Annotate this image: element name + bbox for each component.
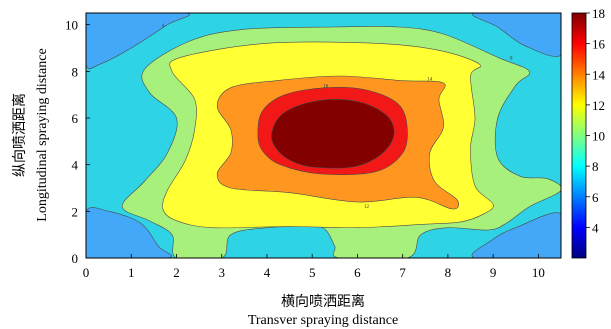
contour-label: 16: [323, 85, 329, 90]
contour-label: 12: [364, 205, 370, 210]
colorbar-tick-label: 12: [592, 98, 605, 113]
colorbar-tick-label: 16: [592, 37, 606, 52]
y-axis-title-en: Longitudinal spraying distance: [35, 48, 50, 221]
x-tick-label: 0: [83, 265, 90, 280]
x-tick-label: 10: [532, 265, 545, 280]
x-tick-label: 6: [354, 265, 361, 280]
colorbar-tick-label: 6: [592, 190, 599, 205]
contour-region-18: [271, 98, 395, 169]
y-tick-label: 2: [72, 204, 79, 219]
x-tick-label: 1: [128, 265, 135, 280]
contour-label: 14: [427, 78, 433, 83]
y-tick-label: 8: [72, 64, 79, 79]
colorbar-tick-label: 8: [592, 159, 599, 174]
y-tick-label: 4: [72, 158, 79, 173]
contour-label: 8: [510, 57, 513, 62]
x-tick-label: 9: [490, 265, 497, 280]
x-axis-title-en: Transver spraying distance: [248, 313, 398, 328]
colorbar-tick-label: 14: [592, 67, 606, 82]
contour-labels: 4 8 14 16 12: [162, 24, 513, 210]
x-tick-label: 7: [399, 265, 406, 280]
colorbar-tick-label: 10: [592, 129, 605, 144]
colorbar-ticks: 4 6 8 10 12 14 16 18: [586, 6, 606, 235]
x-tick-label: 3: [218, 265, 225, 280]
y-tick-label: 6: [72, 111, 79, 126]
y-axis-title-cn: 纵向喷洒距离: [11, 93, 28, 177]
y-axis-ticks: 0 2 4 6 8 10: [65, 18, 90, 266]
contour-regions: [86, 13, 561, 258]
contour-label: 4: [162, 24, 165, 29]
x-tick-label: 2: [173, 265, 180, 280]
x-axis-ticks: 0 1 2 3 4 5 6 7 8 9 10: [83, 254, 545, 280]
y-tick-label: 10: [65, 18, 78, 33]
contour-region-8: [471, 212, 561, 258]
y-tick-label: 0: [72, 251, 79, 266]
contour-region-8: [86, 13, 190, 70]
plot-frame: [85, 12, 562, 259]
x-tick-label: 8: [445, 265, 452, 280]
colorbar: [571, 12, 587, 259]
colorbar-tick-label: 18: [592, 6, 605, 21]
x-tick-label: 4: [264, 265, 271, 280]
colorbar-tick-label: 4: [592, 220, 599, 235]
x-axis-title-cn: 横向喷洒距离: [281, 293, 365, 310]
x-tick-label: 5: [309, 265, 316, 280]
contour-region-8: [472, 13, 561, 57]
